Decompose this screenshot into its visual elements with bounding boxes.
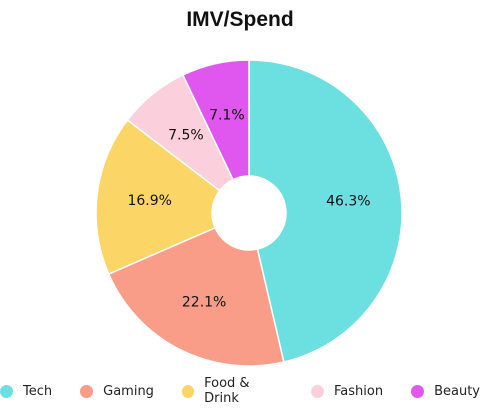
- legend-item-beauty[interactable]: Beauty: [411, 376, 480, 406]
- legend-label: Food & Drink: [204, 376, 250, 406]
- legend-swatch: [311, 384, 324, 398]
- legend: Tech Gaming Food & Drink Fashion Beauty: [0, 376, 480, 406]
- slice-label-fashion: 7.5%: [168, 127, 204, 143]
- slice-tech[interactable]: [248, 59, 403, 363]
- chart-title: IMV/Spend: [186, 8, 294, 31]
- slice-label-gaming: 22.1%: [182, 294, 226, 310]
- legend-swatch: [411, 384, 425, 398]
- legend-label: Fashion: [334, 383, 384, 399]
- legend-item-tech[interactable]: Tech: [0, 376, 52, 406]
- legend-swatch: [0, 384, 13, 398]
- legend-item-food-drink[interactable]: Food & Drink: [181, 376, 283, 406]
- legend-label: Beauty: [434, 383, 480, 399]
- legend-label: Tech: [23, 383, 53, 399]
- slices-group: [95, 59, 403, 367]
- legend-swatch: [181, 384, 195, 398]
- legend-item-fashion[interactable]: Fashion: [311, 376, 383, 406]
- slice-gaming[interactable]: [107, 226, 285, 367]
- slice-label-tech: 46.3%: [326, 194, 370, 210]
- slice-beauty[interactable]: [181, 59, 250, 181]
- legend-item-gaming[interactable]: Gaming: [80, 376, 154, 406]
- slice-label-food-drink: 16.9%: [127, 193, 171, 209]
- donut-chart: 46.3% 22.1% 16.9% 7.5% 7.1%: [95, 59, 403, 367]
- slice-labels-group: 46.3% 22.1% 16.9% 7.5% 7.1%: [127, 107, 370, 310]
- legend-label: Gaming: [103, 383, 154, 399]
- legend-swatch: [80, 384, 94, 398]
- slice-label-beauty: 7.1%: [209, 107, 245, 123]
- slice-food-drink[interactable]: [95, 119, 221, 276]
